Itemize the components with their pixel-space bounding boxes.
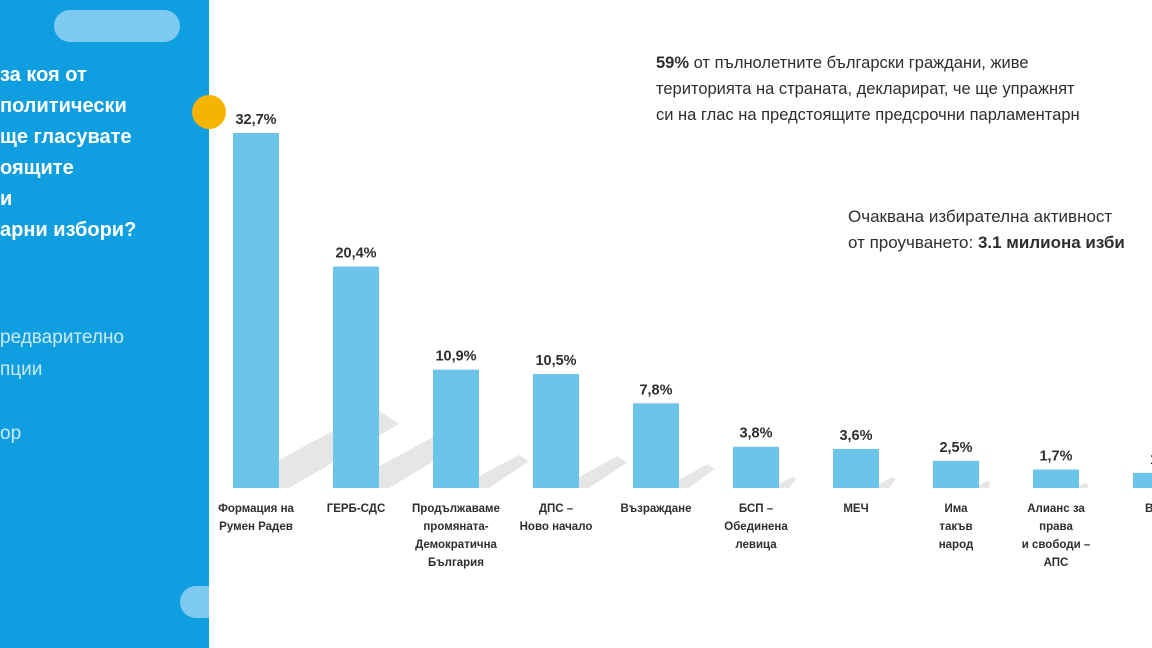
question-line: арни избори? [0, 219, 137, 241]
bar [1133, 472, 1152, 488]
expected-voters: 3.1 милиона изби [977, 233, 1125, 252]
category-label: такъв [939, 521, 972, 533]
category-label: Ново начало [520, 521, 593, 533]
question-line: и [0, 188, 13, 210]
bar-shadow [979, 480, 991, 488]
bar-value-label: 10,9% [435, 349, 476, 365]
bar-value-label: 3,6% [839, 428, 872, 444]
bar-value-label: 2,5% [939, 440, 972, 456]
bar [633, 403, 679, 488]
turnout-line-2: територията на страната, декларират, че … [656, 80, 1075, 98]
question-line: оящите [0, 157, 74, 179]
question-line: за коя от [0, 64, 87, 86]
bar-value-label: 32,7% [235, 112, 276, 128]
turnout-percent: 59% [656, 54, 690, 72]
decorative-pill-bottom [180, 586, 209, 618]
turnout-line-3: си на глас на предстоящите предсрочни па… [656, 106, 1080, 124]
category-label: Вел [1145, 503, 1152, 515]
note-line: ор [0, 423, 22, 444]
bar-shadow [679, 464, 715, 488]
bar [1033, 469, 1079, 488]
bar [533, 374, 579, 488]
accent-dot [192, 95, 226, 129]
category-label: Демократична [415, 539, 497, 551]
bar-shadow [579, 456, 627, 488]
expected-activity: Очаквана избирателна активност от проучв… [848, 204, 1152, 256]
expected-activity-prefix: от проучването: [848, 233, 978, 252]
category-label: Румен Радев [219, 521, 293, 533]
category-label: левица [735, 539, 777, 551]
category-label: народ [939, 539, 974, 551]
category-label: ДПС – [539, 503, 574, 515]
note-line: пции [0, 359, 43, 380]
category-label: ГЕРБ-СДС [327, 503, 386, 515]
category-label: Алианс за [1027, 503, 1085, 515]
bar-value-label: 7,8% [639, 382, 672, 398]
note-line [0, 386, 209, 418]
category-label: АПС [1044, 557, 1069, 569]
category-label: Възраждане [620, 503, 691, 515]
category-label: БСП – [739, 503, 774, 515]
turnout-statement: 59% от пълнолетните български граждани, … [656, 50, 1152, 128]
category-label: Обединена [724, 521, 788, 533]
question-line: политически [0, 95, 127, 117]
bar [733, 446, 779, 488]
category-label: и свободи – [1022, 539, 1091, 551]
bar-value-label: 1,7% [1039, 449, 1072, 465]
bar-value-label: 3,8% [739, 426, 772, 442]
bar-value-label: 10,5% [535, 353, 576, 369]
bar-shadow [479, 454, 529, 488]
bar [433, 369, 479, 488]
expected-activity-line-1: Очаквана избирателна активност [848, 207, 1113, 226]
question-line: ще гласувате [0, 126, 132, 148]
category-label: Има [944, 503, 968, 515]
category-label: България [428, 557, 484, 569]
category-label: Продължаваме [412, 503, 500, 515]
category-label: промяната- [423, 521, 488, 533]
bar-shadow [779, 476, 797, 488]
bar-shadow [1079, 482, 1089, 488]
note-line: редварително [0, 327, 125, 348]
bar [233, 133, 279, 488]
bar [833, 448, 879, 488]
bar-chart: 32,7% Формация на Румен Радев 20,4% ГЕРБ-СДС… [218, 112, 1152, 569]
bar-value-label: 1, [1150, 452, 1152, 468]
note-text: редварително пции ор [0, 322, 209, 450]
decorative-pill-top [54, 10, 180, 42]
bar-shadow [879, 477, 896, 488]
bar [333, 266, 379, 488]
category-label: права [1039, 521, 1073, 533]
bar-value-label: 20,4% [335, 246, 376, 262]
category-label: Формация на [218, 503, 294, 515]
turnout-line-1: от пълнолетните български граждани, живе [689, 54, 1029, 72]
left-panel: за коя от политически ще гласувате оящит… [0, 0, 209, 648]
question-text: за коя от политически ще гласувате оящит… [0, 60, 209, 246]
bar [933, 460, 979, 488]
category-label: МЕЧ [843, 503, 868, 515]
